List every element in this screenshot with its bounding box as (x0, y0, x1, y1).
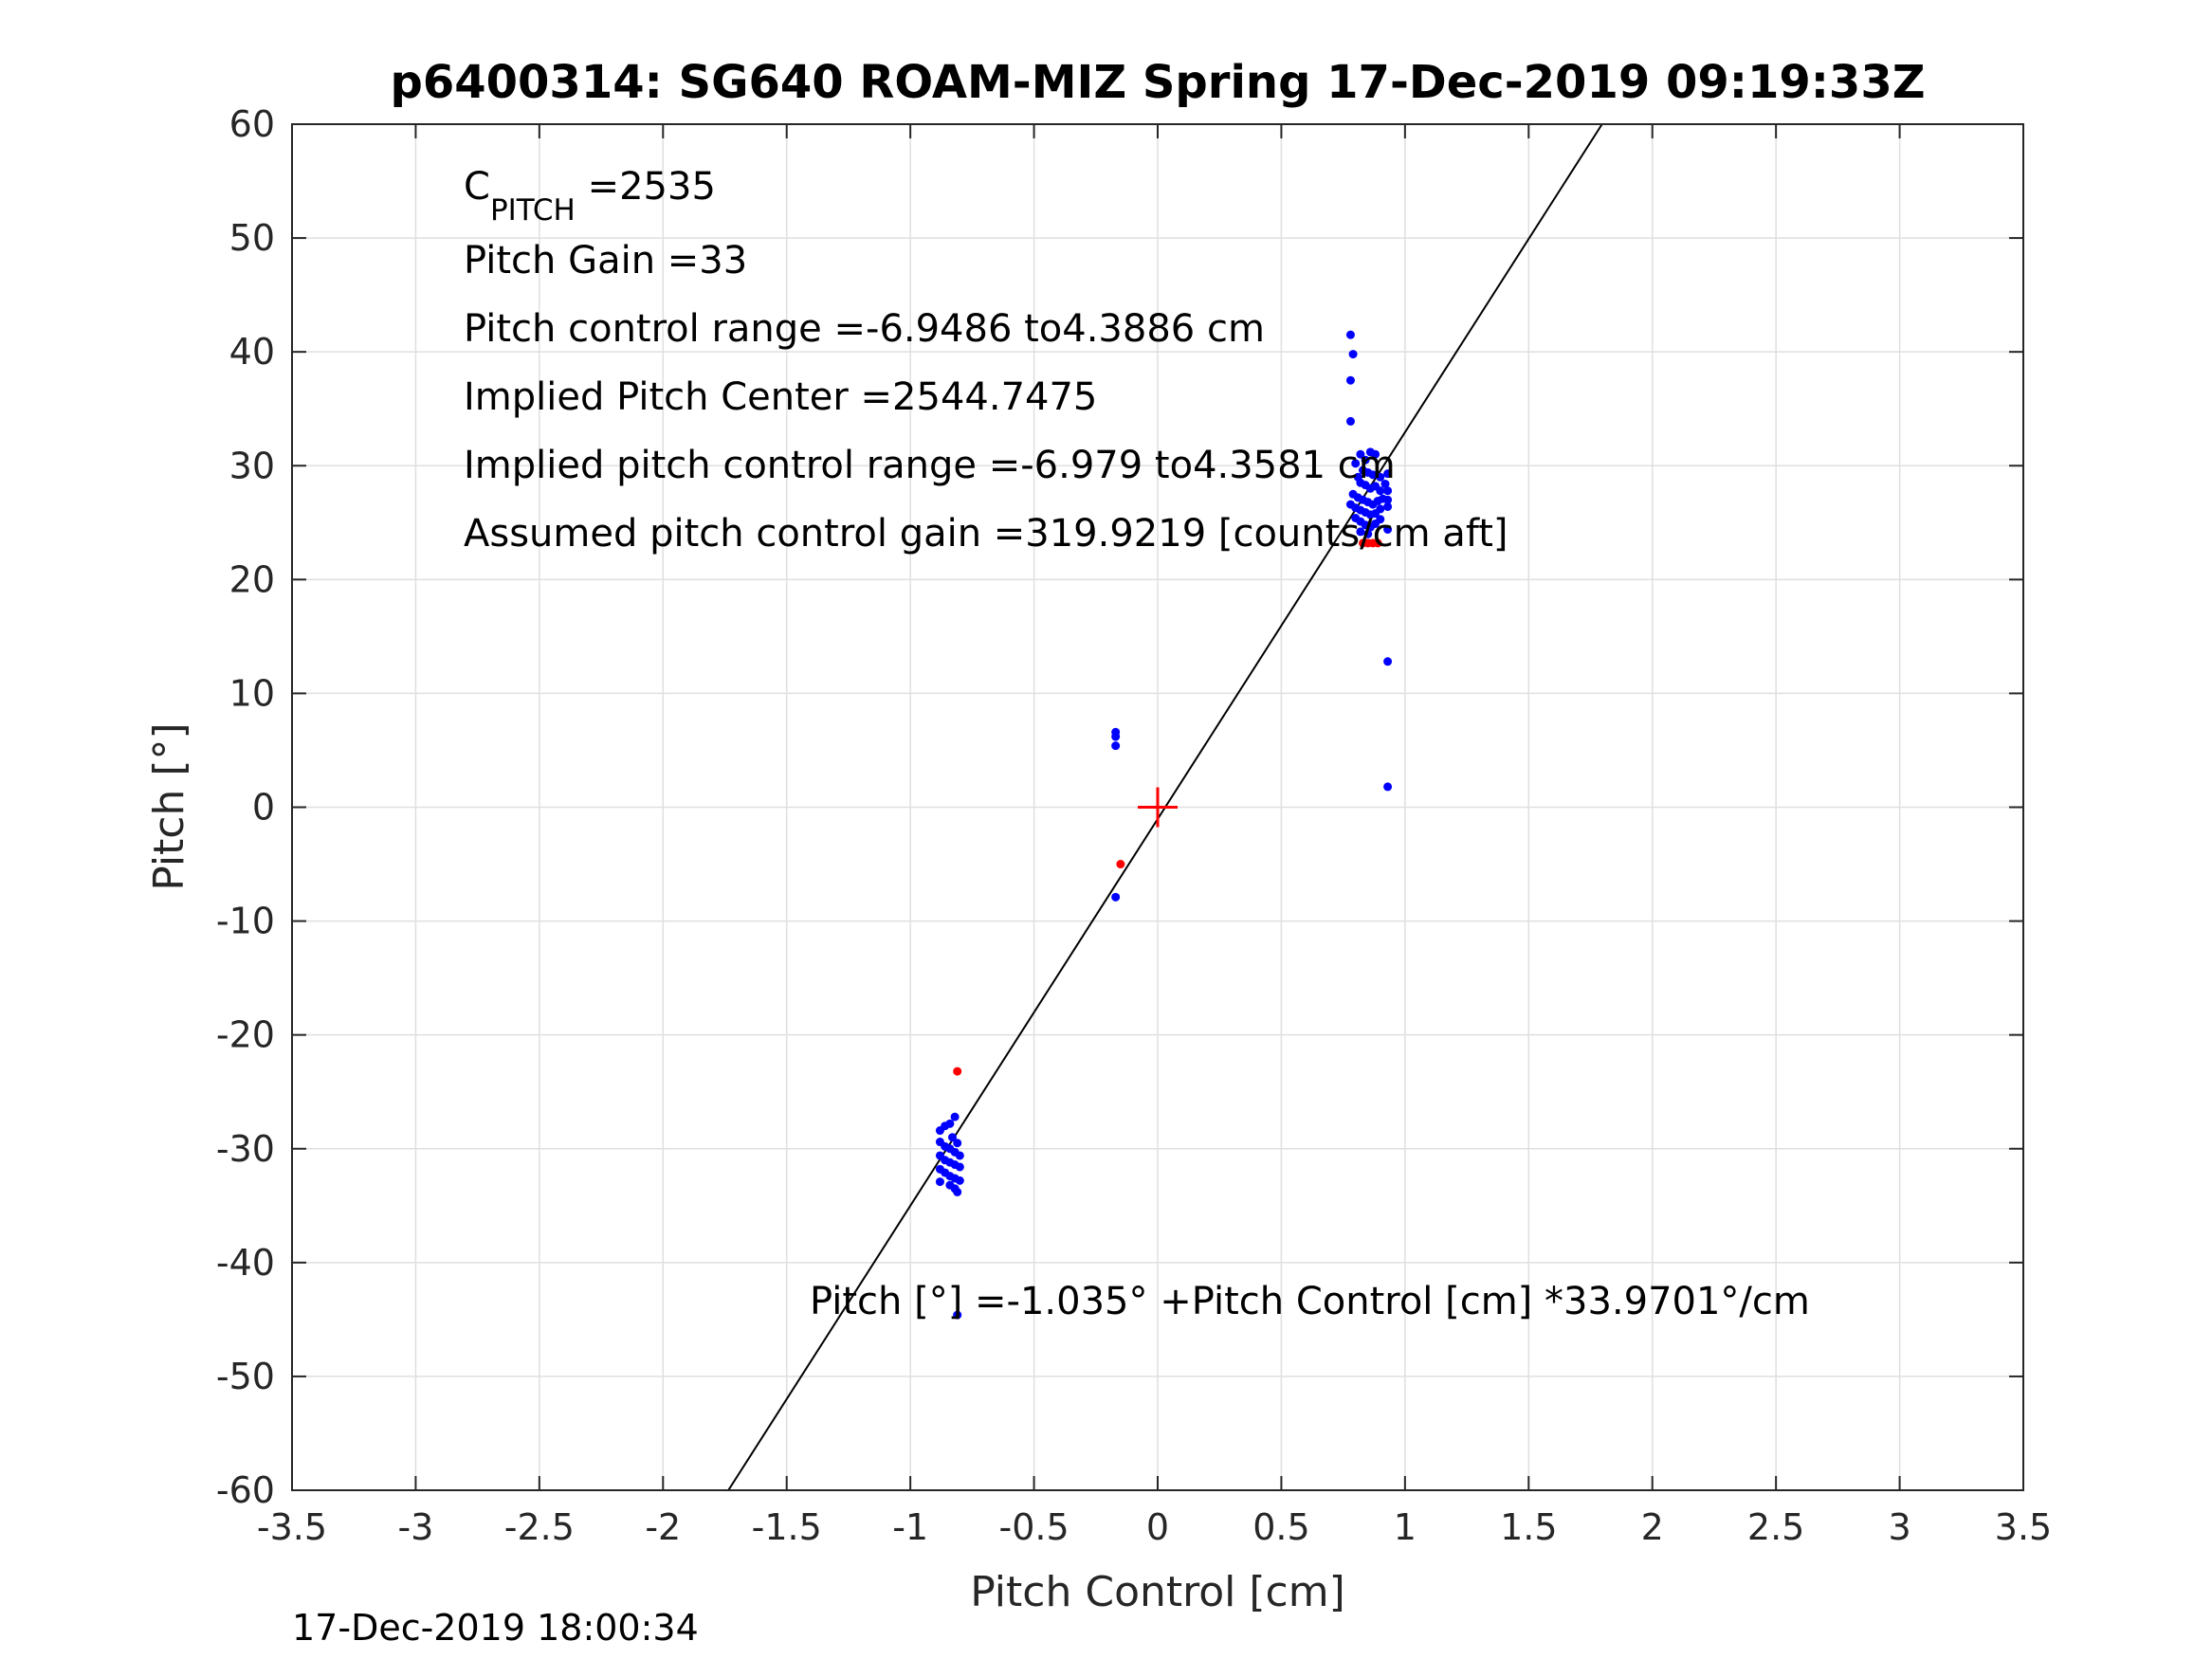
data-point (945, 1119, 955, 1128)
data-point (1111, 732, 1121, 741)
data-point (1383, 486, 1393, 496)
tick-labels: -3.5 -3 -2.5 -2 -1.5 -1 -0.5 0 0.5 1 1.5 2 2.5 3 3.5 -6… (216, 103, 2052, 1548)
x-axis-label: Pitch Control [cm] (970, 1568, 1345, 1616)
data-point (1373, 538, 1382, 548)
center-marker-layer (1138, 787, 1178, 828)
y-tick-label: 30 (229, 445, 275, 486)
data-point (1345, 375, 1355, 385)
x-tick-label: -1 (892, 1506, 928, 1548)
y-tick-label: -40 (216, 1242, 275, 1284)
chart-title: p6400314: SG640 ROAM-MIZ Spring 17-Dec-2… (390, 56, 1925, 109)
axes-box (291, 123, 2024, 1491)
y-tick-label: 50 (229, 217, 275, 259)
y-tick-label: -60 (216, 1469, 275, 1511)
x-tick-label: 2.5 (1747, 1506, 1804, 1548)
data-points (935, 330, 1393, 1320)
control-range-annotation: Pitch control range =-6.9486 to4.3886 cm (464, 307, 1265, 351)
x-tick-label: -3.5 (257, 1506, 327, 1548)
c-pitch-annotation: CPITCH =2535 (464, 165, 716, 228)
x-tick-label: 1 (1394, 1506, 1417, 1548)
data-point (955, 1176, 964, 1185)
assumed-gain-annotation: Assumed pitch control gain =319.9219 [co… (464, 512, 1508, 556)
data-point (1348, 350, 1358, 359)
implied-range-annotation: Implied pitch control range =-6.979 to4.… (464, 444, 1396, 487)
y-axis-label: Pitch [°] (145, 722, 193, 890)
x-tick-label: 3.5 (1995, 1506, 2052, 1548)
x-tick-label: -2 (645, 1506, 681, 1548)
y-tick-label: 40 (229, 331, 275, 373)
data-point (1345, 416, 1355, 426)
data-point (935, 1177, 944, 1187)
y-tick-label: 60 (229, 103, 275, 145)
data-point (1368, 470, 1378, 480)
y-tick-label: 20 (229, 558, 275, 600)
x-tick-label: -1.5 (752, 1506, 822, 1548)
y-tick-label: -50 (216, 1356, 275, 1397)
data-point (953, 1139, 962, 1148)
y-tick-label: -30 (216, 1128, 275, 1170)
x-tick-label: 3 (1888, 1506, 1910, 1548)
data-point (1371, 449, 1380, 459)
x-tick-label: 0.5 (1252, 1506, 1309, 1548)
data-point (955, 1162, 964, 1172)
data-point (953, 1066, 962, 1076)
data-point (1363, 529, 1373, 538)
y-tick-label: 0 (252, 787, 275, 829)
implied-center-annotation: Implied Pitch Center =2544.7475 (464, 375, 1097, 419)
x-tick-label: -2.5 (504, 1506, 575, 1548)
c-pitch-prefix: C (464, 165, 490, 209)
data-point (1361, 455, 1370, 465)
data-point (953, 1310, 962, 1320)
x-tick-label: 2 (1641, 1506, 1664, 1548)
data-point (1383, 782, 1393, 792)
data-point (953, 1187, 962, 1196)
data-point (1351, 459, 1361, 468)
data-point (1376, 472, 1385, 482)
data-point (1383, 501, 1393, 511)
data-point (1376, 515, 1385, 524)
x-tick-label: 1.5 (1500, 1506, 1557, 1548)
data-point (1383, 495, 1393, 504)
data-point (1383, 657, 1393, 666)
print-timestamp: 17-Dec-2019 18:00:34 (292, 1607, 699, 1649)
data-point (1376, 486, 1385, 496)
data-point (1111, 741, 1121, 751)
tick-marks (291, 123, 2024, 1491)
y-tick-label: 10 (229, 672, 275, 714)
data-point (1383, 524, 1393, 534)
data-point (1111, 892, 1121, 902)
x-tick-label: -0.5 (998, 1506, 1069, 1548)
fit-equation-annotation: Pitch [°] =-1.035° +Pitch Control [cm] *… (810, 1280, 1810, 1323)
x-tick-label: -3 (397, 1506, 433, 1548)
data-point (947, 1133, 957, 1142)
y-tick-label: -20 (216, 1014, 275, 1056)
c-pitch-subscript: PITCH (490, 193, 576, 228)
data-point (950, 1112, 960, 1121)
data-point (1380, 479, 1390, 488)
c-pitch-value: =2535 (576, 165, 716, 209)
pitch-gain-annotation: Pitch Gain =33 (464, 239, 747, 283)
data-point (1345, 330, 1355, 339)
data-point (1356, 527, 1365, 537)
x-tick-label: 0 (1146, 1506, 1169, 1548)
data-point (1356, 449, 1365, 459)
data-point (1383, 469, 1393, 479)
data-point (1116, 860, 1125, 869)
data-point (1376, 504, 1385, 514)
y-tick-label: -10 (216, 901, 275, 942)
data-point (955, 1151, 964, 1160)
